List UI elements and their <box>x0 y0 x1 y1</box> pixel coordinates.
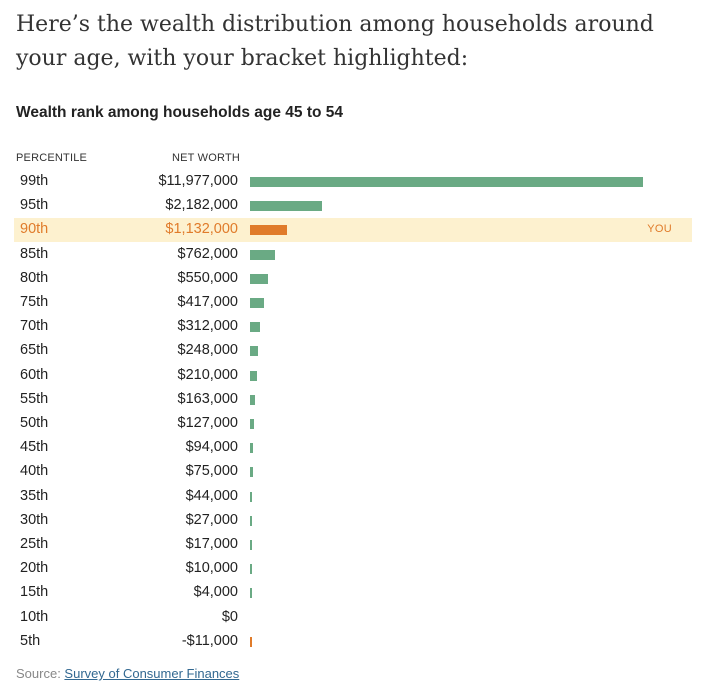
percentile-label: 35th <box>20 487 49 504</box>
net-worth-label: $417,000 <box>177 294 238 310</box>
source-note: Source: Survey of Consumer Finances <box>16 666 239 681</box>
percentile-label: 5th <box>20 632 41 649</box>
net-worth-bar <box>250 225 288 236</box>
net-worth-bar <box>250 273 268 284</box>
percentile-label: 65th <box>20 342 49 359</box>
intro-text: Here’s the wealth distribution among hou… <box>16 12 654 71</box>
net-worth-bar <box>250 322 261 333</box>
net-worth-label: $163,000 <box>177 390 238 407</box>
net-worth-label: $127,000 <box>177 415 238 431</box>
percentile-column-header: PERCENTILE <box>16 152 88 164</box>
net-worth-label: $550,000 <box>177 269 238 286</box>
chart-title: Wealth rank among households age 45 to 5… <box>16 104 344 121</box>
net-worth-label: $210,000 <box>177 366 238 383</box>
percentile-label: 15th <box>20 584 49 601</box>
chart-row: 30th $27,000 <box>14 509 692 533</box>
net-worth-bar <box>250 636 252 647</box>
percentile-label: 25th <box>20 536 49 552</box>
net-worth-label: $312,000 <box>177 318 238 335</box>
net-worth-label: $248,000 <box>177 342 238 359</box>
percentile-label: 95th <box>20 197 49 214</box>
chart-row: 55th $163,000 <box>14 388 692 412</box>
net-worth-label: $27,000 <box>185 511 238 528</box>
percentile-label: 75th <box>20 294 49 310</box>
percentile-label: 70th <box>20 318 49 335</box>
percentile-label: 30th <box>20 511 49 528</box>
net-worth-bar <box>250 419 255 429</box>
percentile-label: 10th <box>20 608 49 625</box>
net-worth-label: $75,000 <box>185 463 238 480</box>
chart-row: 99th $11,977,000 <box>14 170 692 194</box>
chart-row: 10th $0 <box>14 606 692 630</box>
chart-row: 85th $762,000 <box>14 243 692 267</box>
chart-row: 45th $94,000 <box>14 436 692 460</box>
net-worth-bar <box>250 564 252 575</box>
percentile-label: 60th <box>20 366 49 383</box>
net-worth-label: $1,132,000 <box>165 221 238 238</box>
net-worth-label: $2,182,000 <box>165 197 238 214</box>
net-worth-bar <box>250 346 259 357</box>
chart-row: 25th $17,000 <box>14 533 692 557</box>
net-worth-bar <box>250 491 252 502</box>
percentile-label: 85th <box>20 245 49 262</box>
percentile-label: 80th <box>20 269 49 286</box>
net-worth-bar <box>250 515 252 526</box>
net-worth-label: $10,000 <box>185 560 238 577</box>
chart-row: 70th $312,000 <box>14 315 692 339</box>
net-worth-bar <box>250 394 256 405</box>
net-worth-bar <box>250 370 257 381</box>
net-worth-bar <box>250 443 254 454</box>
source-link[interactable]: Survey of Consumer Finances <box>64 666 240 681</box>
chart-row: 65th $248,000 <box>14 339 692 363</box>
you-marker: YOU <box>647 223 672 236</box>
chart-row: 50th $127,000 <box>14 412 692 436</box>
chart-row: 35th $44,000 <box>14 485 692 509</box>
chart-row: 60th $210,000 <box>14 364 692 388</box>
percentile-label: 50th <box>20 415 49 431</box>
chart-row: 15th $4,000 <box>14 581 692 605</box>
chart-row: 20th $10,000 <box>14 557 692 581</box>
percentile-label: 99th <box>20 173 49 189</box>
net-worth-bar <box>250 298 264 308</box>
net-worth-bar <box>250 177 643 187</box>
percentile-label: 40th <box>20 463 49 480</box>
net-worth-label: $762,000 <box>177 245 238 262</box>
chart-row: 95th $2,182,000 <box>14 194 692 218</box>
percentile-label: 55th <box>20 390 49 407</box>
net-worth-column-header: NET WORTH <box>172 152 241 164</box>
percentile-label: 45th <box>20 439 49 456</box>
net-worth-bar <box>250 588 252 599</box>
percentile-label: 20th <box>20 560 49 577</box>
chart-row: 40th $75,000 <box>14 460 692 484</box>
net-worth-bar <box>250 540 252 550</box>
net-worth-bar <box>250 467 253 478</box>
net-worth-label: $11,977,000 <box>158 173 238 189</box>
net-worth-label: $4,000 <box>193 584 238 601</box>
net-worth-bar <box>250 249 275 260</box>
net-worth-label: -$11,000 <box>181 632 238 649</box>
chart-row: 75th $417,000 <box>14 291 692 315</box>
percentile-label: 90th <box>20 221 49 238</box>
net-worth-label: $17,000 <box>185 536 238 552</box>
source-prefix: Source: <box>16 666 65 681</box>
chart-row: 80th $550,000 <box>14 267 692 291</box>
net-worth-label: $94,000 <box>185 439 238 456</box>
chart-row-highlighted: 90th $1,132,000 YOU <box>14 218 692 243</box>
net-worth-label: $44,000 <box>185 487 238 504</box>
net-worth-bar <box>250 201 322 212</box>
net-worth-label: $0 <box>221 608 238 625</box>
chart-row: 5th -$11,000 <box>14 630 692 654</box>
